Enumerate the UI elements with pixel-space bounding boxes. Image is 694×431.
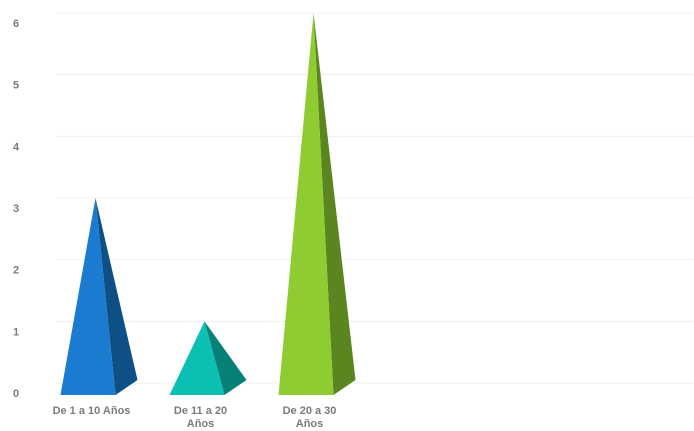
pyramid-side-face bbox=[95, 198, 138, 395]
pyramid-front-face bbox=[169, 321, 225, 395]
x-category-label: De 20 a 30 Años bbox=[283, 405, 337, 430]
pyramid-bar-1[interactable] bbox=[60, 198, 138, 395]
y-tick-label: 0 bbox=[13, 388, 19, 400]
y-tick-label: 4 bbox=[13, 141, 20, 153]
pyramid-front-face bbox=[278, 13, 334, 395]
pyramid-side-face bbox=[313, 13, 356, 395]
y-tick-label: 1 bbox=[13, 326, 19, 338]
x-axis-labels: De 1 a 10 Años De 11 a 20 Años De 20 a 30 Añ… bbox=[53, 405, 337, 430]
y-tick-label: 5 bbox=[13, 80, 19, 92]
pyramid-side-face bbox=[204, 321, 247, 395]
x-category-label: De 11 a 20 Años bbox=[174, 405, 227, 430]
x-category-label: De 1 a 10 Años bbox=[53, 405, 131, 417]
y-tick-label: 2 bbox=[13, 265, 19, 277]
pyramid-front-face bbox=[60, 198, 116, 395]
y-tick-label: 6 bbox=[13, 18, 19, 30]
bars bbox=[60, 13, 356, 395]
pyramid-bar-2[interactable] bbox=[169, 321, 247, 395]
gridlines bbox=[56, 12, 694, 384]
pyramid-bar-3[interactable] bbox=[278, 13, 356, 395]
y-tick-label: 3 bbox=[13, 203, 19, 215]
y-axis-ticks: 0 1 2 3 4 5 6 bbox=[13, 18, 20, 400]
